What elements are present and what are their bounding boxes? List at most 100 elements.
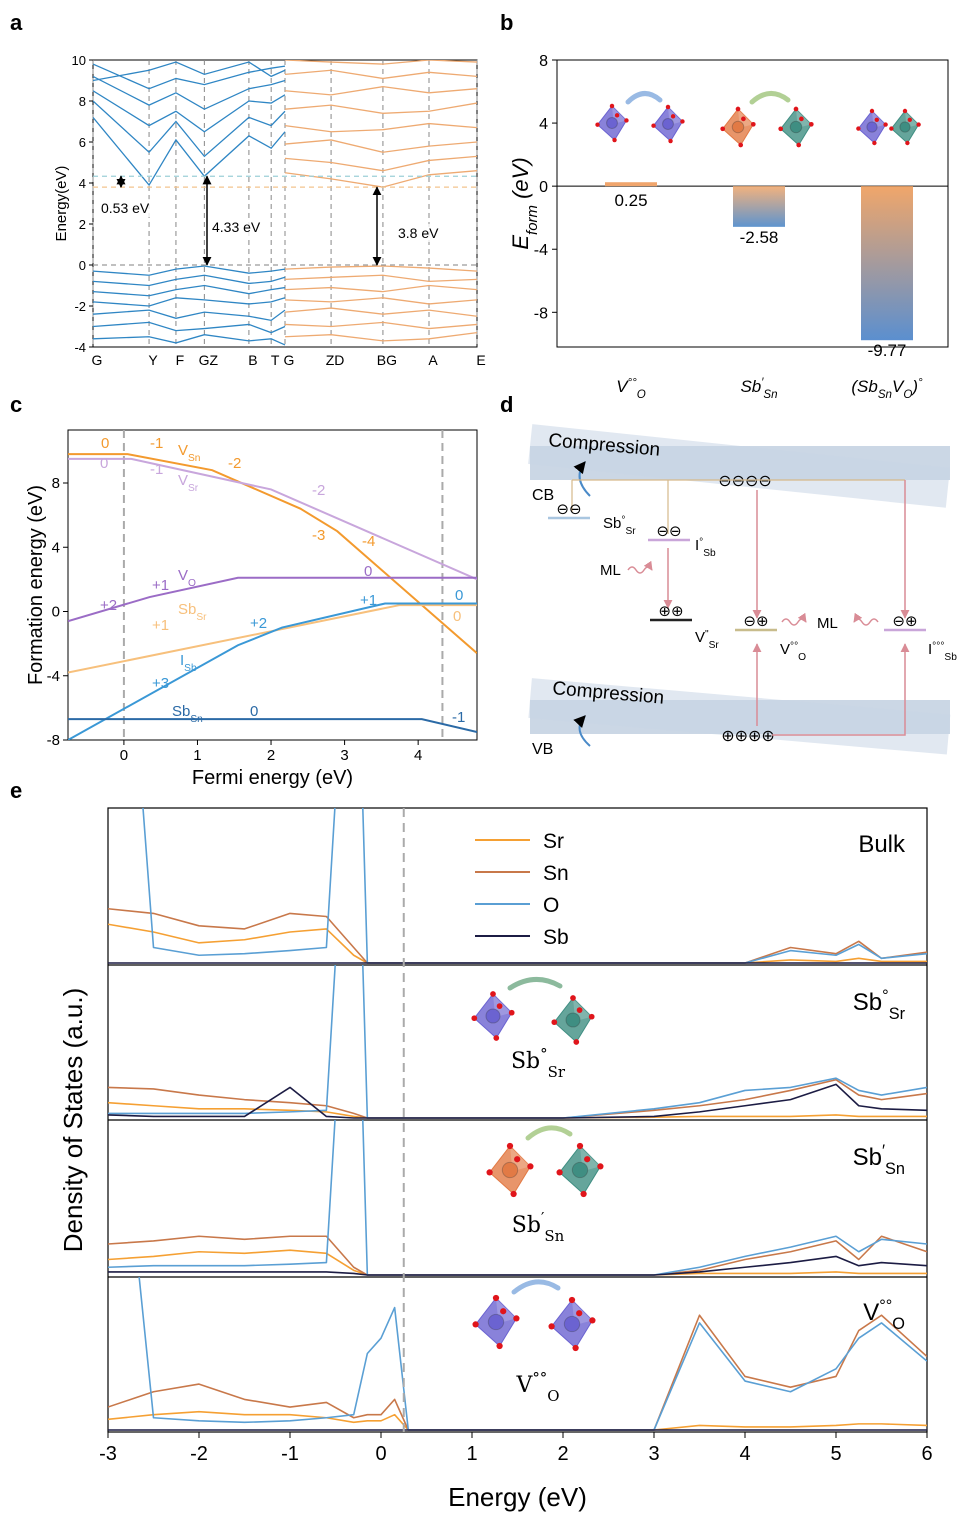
oxygen <box>572 1345 578 1351</box>
legend-label: Sb <box>543 926 569 949</box>
oxygen <box>668 139 672 143</box>
y-tick-label: -8 <box>534 305 548 322</box>
legend-label: O <box>543 894 559 917</box>
y-tick-label: -2 <box>74 299 86 314</box>
oxygen <box>548 1323 554 1329</box>
x-tick-label-sup: ° <box>918 377 923 389</box>
oxygen <box>500 1308 506 1314</box>
x-tick-label: BG <box>377 352 397 368</box>
level-label-sub: Sb <box>703 548 716 559</box>
level-label-sub: Sb <box>944 652 957 663</box>
oxygen <box>597 1163 603 1169</box>
oxygen <box>666 105 670 109</box>
x-tick-label-sub: O <box>637 389 646 401</box>
charge-label: -4 <box>362 533 375 550</box>
oxygen <box>556 1169 562 1175</box>
inset-label-text: Sb <box>511 1049 540 1074</box>
inset-label-sub: Sr <box>548 1063 566 1081</box>
x-tick-label: G <box>284 352 295 368</box>
series-name-text: V <box>178 442 188 459</box>
value-label: -9.77 <box>868 341 907 360</box>
charge-label: -1 <box>150 435 163 452</box>
inset-label-text: Sb <box>512 1213 541 1238</box>
oxygen <box>595 122 599 126</box>
x-tick-label: ZD <box>326 352 345 368</box>
atom <box>732 121 744 133</box>
charge-label: +1 <box>152 577 169 594</box>
level-label-sup: °° <box>790 641 798 652</box>
x-tick-label-sup: °° <box>628 377 638 389</box>
oxygen <box>569 1297 575 1303</box>
panel-name-sub: O <box>892 1315 905 1333</box>
oxygen <box>872 141 876 145</box>
y-axis-label: Density of States (a.u.) <box>58 988 88 1252</box>
inset-label-sub: O <box>547 1387 559 1405</box>
oxygen <box>490 991 496 997</box>
y-tick-label: -4 <box>534 242 548 259</box>
y-tick-label: 8 <box>539 53 548 70</box>
x-tick-label: A <box>428 352 438 368</box>
atom <box>867 122 877 132</box>
oxygen <box>916 122 920 126</box>
y-tick-label: -8 <box>47 732 60 749</box>
panel-name-sub: Sr <box>889 1005 906 1023</box>
x-tick-label: V°°O <box>616 377 646 401</box>
ml-wave <box>854 619 878 625</box>
oxygen <box>610 104 614 108</box>
series-name-text: V <box>178 472 188 489</box>
oxygen <box>736 107 741 112</box>
charge: ⊕⊕ <box>658 602 683 620</box>
y-tick-label: 0 <box>52 604 60 621</box>
panel-name-text: Bulk <box>858 831 906 858</box>
legend-label: Sn <box>543 862 569 885</box>
atom <box>663 119 674 130</box>
charge-label: -2 <box>312 482 325 499</box>
panel-name-text: Sb <box>853 989 882 1016</box>
band-label: CB <box>532 487 554 504</box>
oxygen <box>493 1035 499 1041</box>
charge-label: 0 <box>250 703 258 720</box>
level-label: Sb°Sr <box>603 515 636 537</box>
oxygen <box>471 1015 477 1021</box>
series-name-sub: Sr <box>196 612 207 623</box>
oxygen <box>527 1163 533 1169</box>
y-tick-label: 4 <box>539 116 548 133</box>
annotation-text: 4.33 eV <box>212 219 261 235</box>
y-tick-label: -4 <box>47 668 60 685</box>
level-label-sup: " <box>705 629 709 640</box>
oxygen <box>509 1010 515 1016</box>
ml-label: ML <box>600 562 621 579</box>
atom <box>488 1314 503 1329</box>
oxygen <box>612 138 616 142</box>
annotation-text: 0.53 eV <box>101 200 150 216</box>
charge-label: 0 <box>364 563 372 580</box>
y-tick-label: 8 <box>79 94 86 109</box>
inset-label-sup: ′ <box>541 1209 545 1227</box>
oxygen <box>903 109 907 113</box>
legend-label: Sr <box>543 830 564 853</box>
charge-label: -1 <box>150 461 163 478</box>
x-tick-label: E <box>476 352 485 368</box>
x-tick-label-text: (Sb <box>851 377 877 396</box>
y-tick-label: 4 <box>79 176 86 191</box>
level-label: V°°O <box>780 641 806 663</box>
oxygen <box>870 109 874 113</box>
value-label: -2.58 <box>740 228 779 247</box>
charge-label: -2 <box>228 455 241 472</box>
charge-label: 0 <box>453 608 461 625</box>
bar <box>605 182 657 186</box>
oxygen <box>680 119 684 123</box>
atom <box>572 1162 587 1177</box>
charge-label: +2 <box>100 597 117 614</box>
charge-label: -1 <box>452 709 465 726</box>
oxygen <box>496 1343 502 1349</box>
x-tick-label: -3 <box>99 1443 117 1465</box>
oxygen <box>856 126 860 130</box>
x-tick-label: -2 <box>190 1443 208 1465</box>
oxygen <box>486 1169 492 1175</box>
oxygen <box>576 1310 582 1316</box>
oxygen <box>671 114 675 118</box>
oxygen <box>796 143 801 148</box>
y-tick-label: 4 <box>52 539 60 556</box>
